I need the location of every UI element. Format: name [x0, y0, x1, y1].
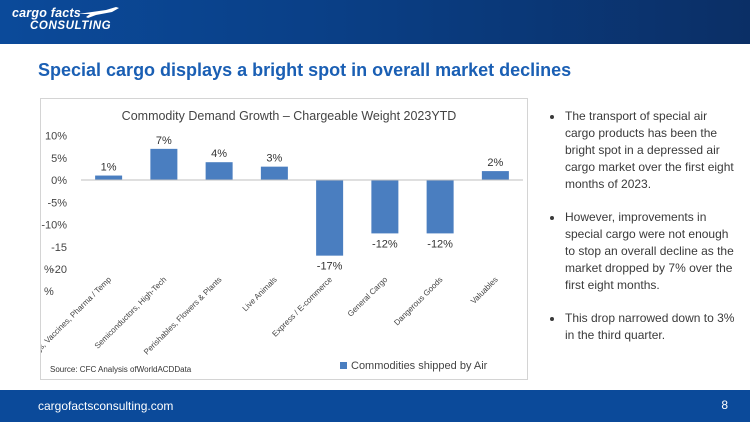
y-tick-label: -20 — [51, 264, 67, 276]
footer-bar: cargofactsconsulting.com 8 — [0, 390, 750, 422]
bars — [95, 148, 509, 256]
chart-title: Commodity Demand Growth – Chargeable Wei… — [122, 109, 457, 123]
x-category-label: Dangerous Goods — [392, 275, 444, 327]
bar — [371, 180, 399, 234]
bar — [150, 148, 178, 180]
legend-label: Commodities shipped by Air — [351, 360, 488, 372]
bullet-item: The transport of special air cargo produ… — [548, 108, 738, 193]
chart-source-note: Source: CFC Analysis ofWorldACDData — [50, 365, 192, 374]
y-tick-label: 0% — [51, 175, 67, 187]
bullet-dot — [550, 317, 554, 321]
bar — [260, 166, 288, 180]
logo-text-consulting: CONSULTING — [30, 20, 112, 32]
data-label: -17% — [317, 261, 343, 273]
bar — [316, 180, 344, 256]
bar — [481, 171, 509, 180]
logo-text-cargo-facts: cargo facts — [12, 6, 81, 20]
bullet-dot — [550, 216, 554, 220]
y-tick-label: -15 — [51, 242, 67, 254]
header-bar: cargo facts CONSULTING — [0, 0, 750, 44]
bar-chart: Commodity Demand Growth – Chargeable Wei… — [41, 109, 523, 374]
data-label: 4% — [211, 148, 227, 160]
airplane-icon — [78, 7, 119, 18]
data-label: -12% — [427, 238, 453, 250]
footer-website-link[interactable]: cargofactsconsulting.com — [38, 399, 174, 413]
legend: Commodities shipped by Air — [340, 360, 488, 372]
y-tick-label: 10% — [45, 131, 67, 143]
y-tick-label-suffix: % — [44, 264, 54, 276]
y-tick-label-suffix: % — [44, 286, 54, 298]
bullet-text: However, improvements in special cargo w… — [565, 210, 734, 292]
bullet-list: The transport of special air cargo produ… — [548, 108, 738, 360]
x-category-label: General Cargo — [346, 275, 390, 319]
company-logo[interactable]: cargo facts CONSULTING — [12, 5, 124, 39]
y-tick-label: -10% — [41, 220, 67, 232]
data-label: 2% — [487, 157, 503, 169]
x-category-label: Live Animals — [241, 275, 279, 313]
y-tick-label: 5% — [51, 153, 67, 165]
x-axis-category-labels: Drugs, Vaccines, Pharma / TempSemiconduc… — [41, 275, 500, 364]
bullet-dot — [550, 115, 554, 119]
legend-swatch — [340, 362, 347, 369]
data-label: 1% — [101, 162, 117, 174]
y-tick-label: -5% — [47, 197, 67, 209]
bullet-item: This drop narrowed down to 3% in the thi… — [548, 310, 738, 344]
bar — [426, 180, 454, 234]
x-category-label: Express / E-commerce — [270, 275, 334, 339]
data-labels: 1% 7% 4% 3% -17% -12% -12% 2% — [101, 135, 504, 273]
y-axis-tick-labels: 10% 5% 0% -5% -10% -15 -20%% — [41, 131, 67, 299]
slide-title: Special cargo displays a bright spot in … — [38, 60, 572, 80]
bullet-text: The transport of special air cargo produ… — [565, 109, 734, 191]
data-label: -12% — [372, 238, 398, 250]
x-category-label: Valuables — [469, 275, 500, 306]
data-label: 7% — [156, 135, 172, 147]
bar — [95, 175, 123, 180]
bar — [205, 162, 233, 180]
bullet-text: This drop narrowed down to 3% in the thi… — [565, 311, 735, 342]
page-number: 8 — [721, 398, 728, 412]
chart-container: Commodity Demand Growth – Chargeable Wei… — [40, 98, 528, 380]
bullet-item: However, improvements in special cargo w… — [548, 209, 738, 294]
data-label: 3% — [266, 153, 282, 165]
